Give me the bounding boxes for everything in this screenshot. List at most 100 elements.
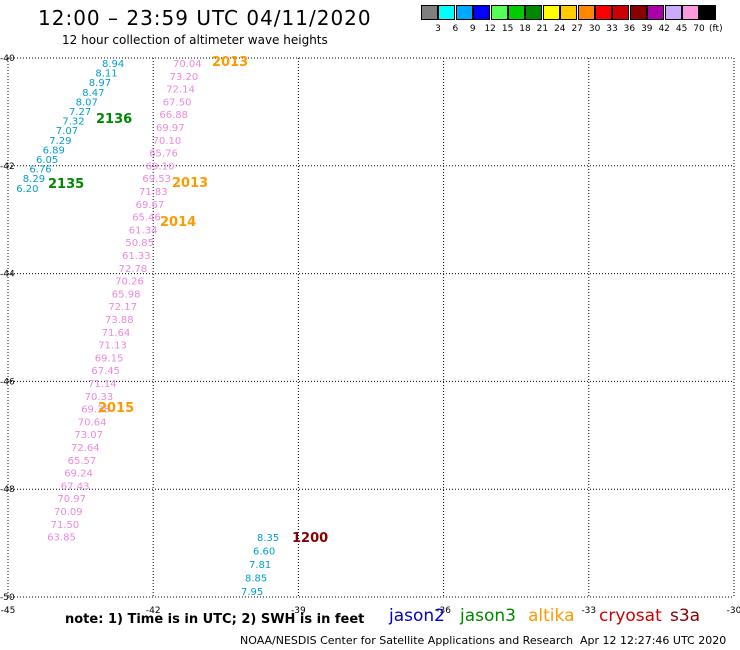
lon-tick-label: -33 [581, 606, 596, 616]
swh-value-cyan: 8.94 [102, 59, 124, 70]
swh-value-cyan: 8.47 [82, 88, 104, 99]
legend-swatch [595, 5, 612, 20]
satellite-name-jason3: jason3 [460, 606, 516, 626]
footer-credit: NOAA/NESDIS Center for Satellite Applica… [240, 634, 574, 647]
lon-tick-label: -30 [727, 606, 740, 616]
swh-value-pink: 69.24 [64, 469, 93, 480]
swh-value-pink: 72.64 [71, 443, 100, 454]
legend-label: 6 [452, 24, 459, 34]
swh-value-pink: 71.64 [102, 328, 131, 339]
swh-value-cyan: 6.76 [29, 165, 51, 176]
page-title: 12:00 – 23:59 UTC 04/11/2020 [38, 6, 372, 30]
swh-value-pink: 70.09 [54, 507, 83, 518]
lon-tick-label: -42 [146, 606, 161, 616]
swh-value-pink: 73.88 [105, 315, 134, 326]
satellite-name-jason2: jason2 [389, 606, 445, 626]
swh-value-pink: 73.20 [170, 72, 199, 83]
swh-value-pink: 61.33 [122, 251, 151, 262]
pass-time-label: 2015 [98, 401, 134, 416]
swh-value-pink: 61.34 [129, 225, 158, 236]
swh-value-pink: 69.15 [95, 353, 124, 364]
lat-tick-label: -50 [0, 593, 15, 603]
swh-value-pink: 69.10 [146, 161, 175, 172]
lat-tick-label: -40 [0, 54, 15, 64]
legend-label: 12 [484, 24, 496, 34]
satellite-name-cryosat: cryosat [599, 606, 662, 626]
swh-value-pink: 72.14 [166, 85, 195, 96]
footer-timestamp: Apr 12 12:27:46 UTC 2020 [580, 634, 727, 647]
swh-value-pink: 70.26 [115, 277, 144, 288]
lon-tick-label: -39 [291, 606, 306, 616]
legend-label: 18 [519, 24, 531, 34]
swh-value-cyan: 7.95 [241, 587, 263, 598]
legend-label: 36 [623, 24, 636, 34]
lat-tick-label: -46 [0, 377, 15, 387]
swh-value-cyan: 8.07 [76, 97, 98, 108]
legend-label: 27 [571, 24, 583, 34]
swh-value-cyan: 7.27 [69, 107, 91, 118]
swh-value-cyan: 8.85 [245, 574, 267, 585]
legend-swatch [629, 5, 647, 20]
legend-label: 45 [675, 24, 688, 34]
swh-value-cyan: 7.32 [62, 117, 84, 128]
swh-value-pink: 66.88 [159, 110, 188, 121]
swh-value-pink: 65.98 [112, 289, 141, 300]
legend-swatch [699, 5, 717, 20]
legend-swatch [455, 5, 473, 20]
swh-value-pink: 67.50 [163, 97, 192, 108]
swh-value-pink: 70.64 [78, 417, 107, 428]
swh-value-pink: 70.04 [173, 59, 202, 70]
satellite-name-s3a: s3a [670, 606, 701, 626]
swh-value-pink: 72.17 [108, 302, 137, 313]
swh-value-pink: 67.45 [91, 366, 120, 377]
legend-label: 24 [554, 24, 566, 34]
legend-label: 33 [606, 24, 618, 34]
legend-swatch [577, 5, 595, 20]
swh-value-cyan: 8.35 [257, 533, 279, 544]
pass-time-label: 2013 [212, 55, 248, 70]
swh-value-pink: 65.76 [149, 149, 178, 160]
legend-label: 30 [588, 24, 601, 34]
swh-value-pink: 65.46 [132, 213, 161, 224]
legend-swatch [560, 5, 578, 20]
legend-label: 9 [469, 24, 476, 34]
swh-value-cyan: 7.81 [249, 560, 271, 571]
lat-tick-label: -42 [0, 162, 15, 172]
legend-swatch [647, 5, 665, 20]
pass-time-label: 2013 [172, 176, 208, 191]
swh-value-pink: 65.57 [68, 456, 97, 467]
legend-swatch [664, 5, 682, 20]
legend-swatch [473, 5, 491, 20]
legend-label: 39 [641, 24, 653, 34]
swh-value-cyan: 8.11 [95, 69, 117, 80]
swh-value-cyan: 6.60 [253, 547, 275, 558]
legend-unit: (ft) [709, 24, 723, 34]
swh-value-pink: 73.07 [74, 430, 103, 441]
swh-value-cyan: 7.29 [49, 136, 71, 147]
pass-time-label: 2135 [48, 177, 84, 192]
swh-value-pink: 71.50 [51, 520, 80, 531]
swh-value-pink: 70.10 [153, 136, 182, 147]
legend-label: 15 [501, 24, 514, 34]
swh-value-pink: 69.67 [136, 200, 165, 211]
legend-label: 70 [693, 24, 705, 34]
legend-label: 21 [536, 24, 549, 34]
page-subtitle: 12 hour collection of altimeter wave hei… [62, 33, 328, 47]
legend-swatch [508, 5, 525, 20]
swh-value-pink: 72.78 [119, 264, 148, 275]
swh-value-pink: 63.85 [47, 533, 76, 544]
swh-value-pink: 71.83 [139, 187, 168, 198]
swh-value-pink: 69.97 [156, 123, 185, 134]
swh-value-cyan: 8.29 [23, 174, 45, 185]
swh-value-pink: 71.14 [88, 379, 117, 390]
lat-tick-label: -44 [0, 270, 15, 280]
legend-swatch [490, 5, 508, 20]
legend-label: 3 [435, 24, 441, 34]
swh-value-pink: 50.85 [125, 238, 154, 249]
legend-swatch [421, 5, 438, 20]
lon-tick-label: -45 [1, 606, 16, 616]
legend-swatch [682, 5, 699, 20]
swh-value-pink: 70.33 [85, 392, 114, 403]
satellite-name-altika: altika [528, 606, 575, 626]
